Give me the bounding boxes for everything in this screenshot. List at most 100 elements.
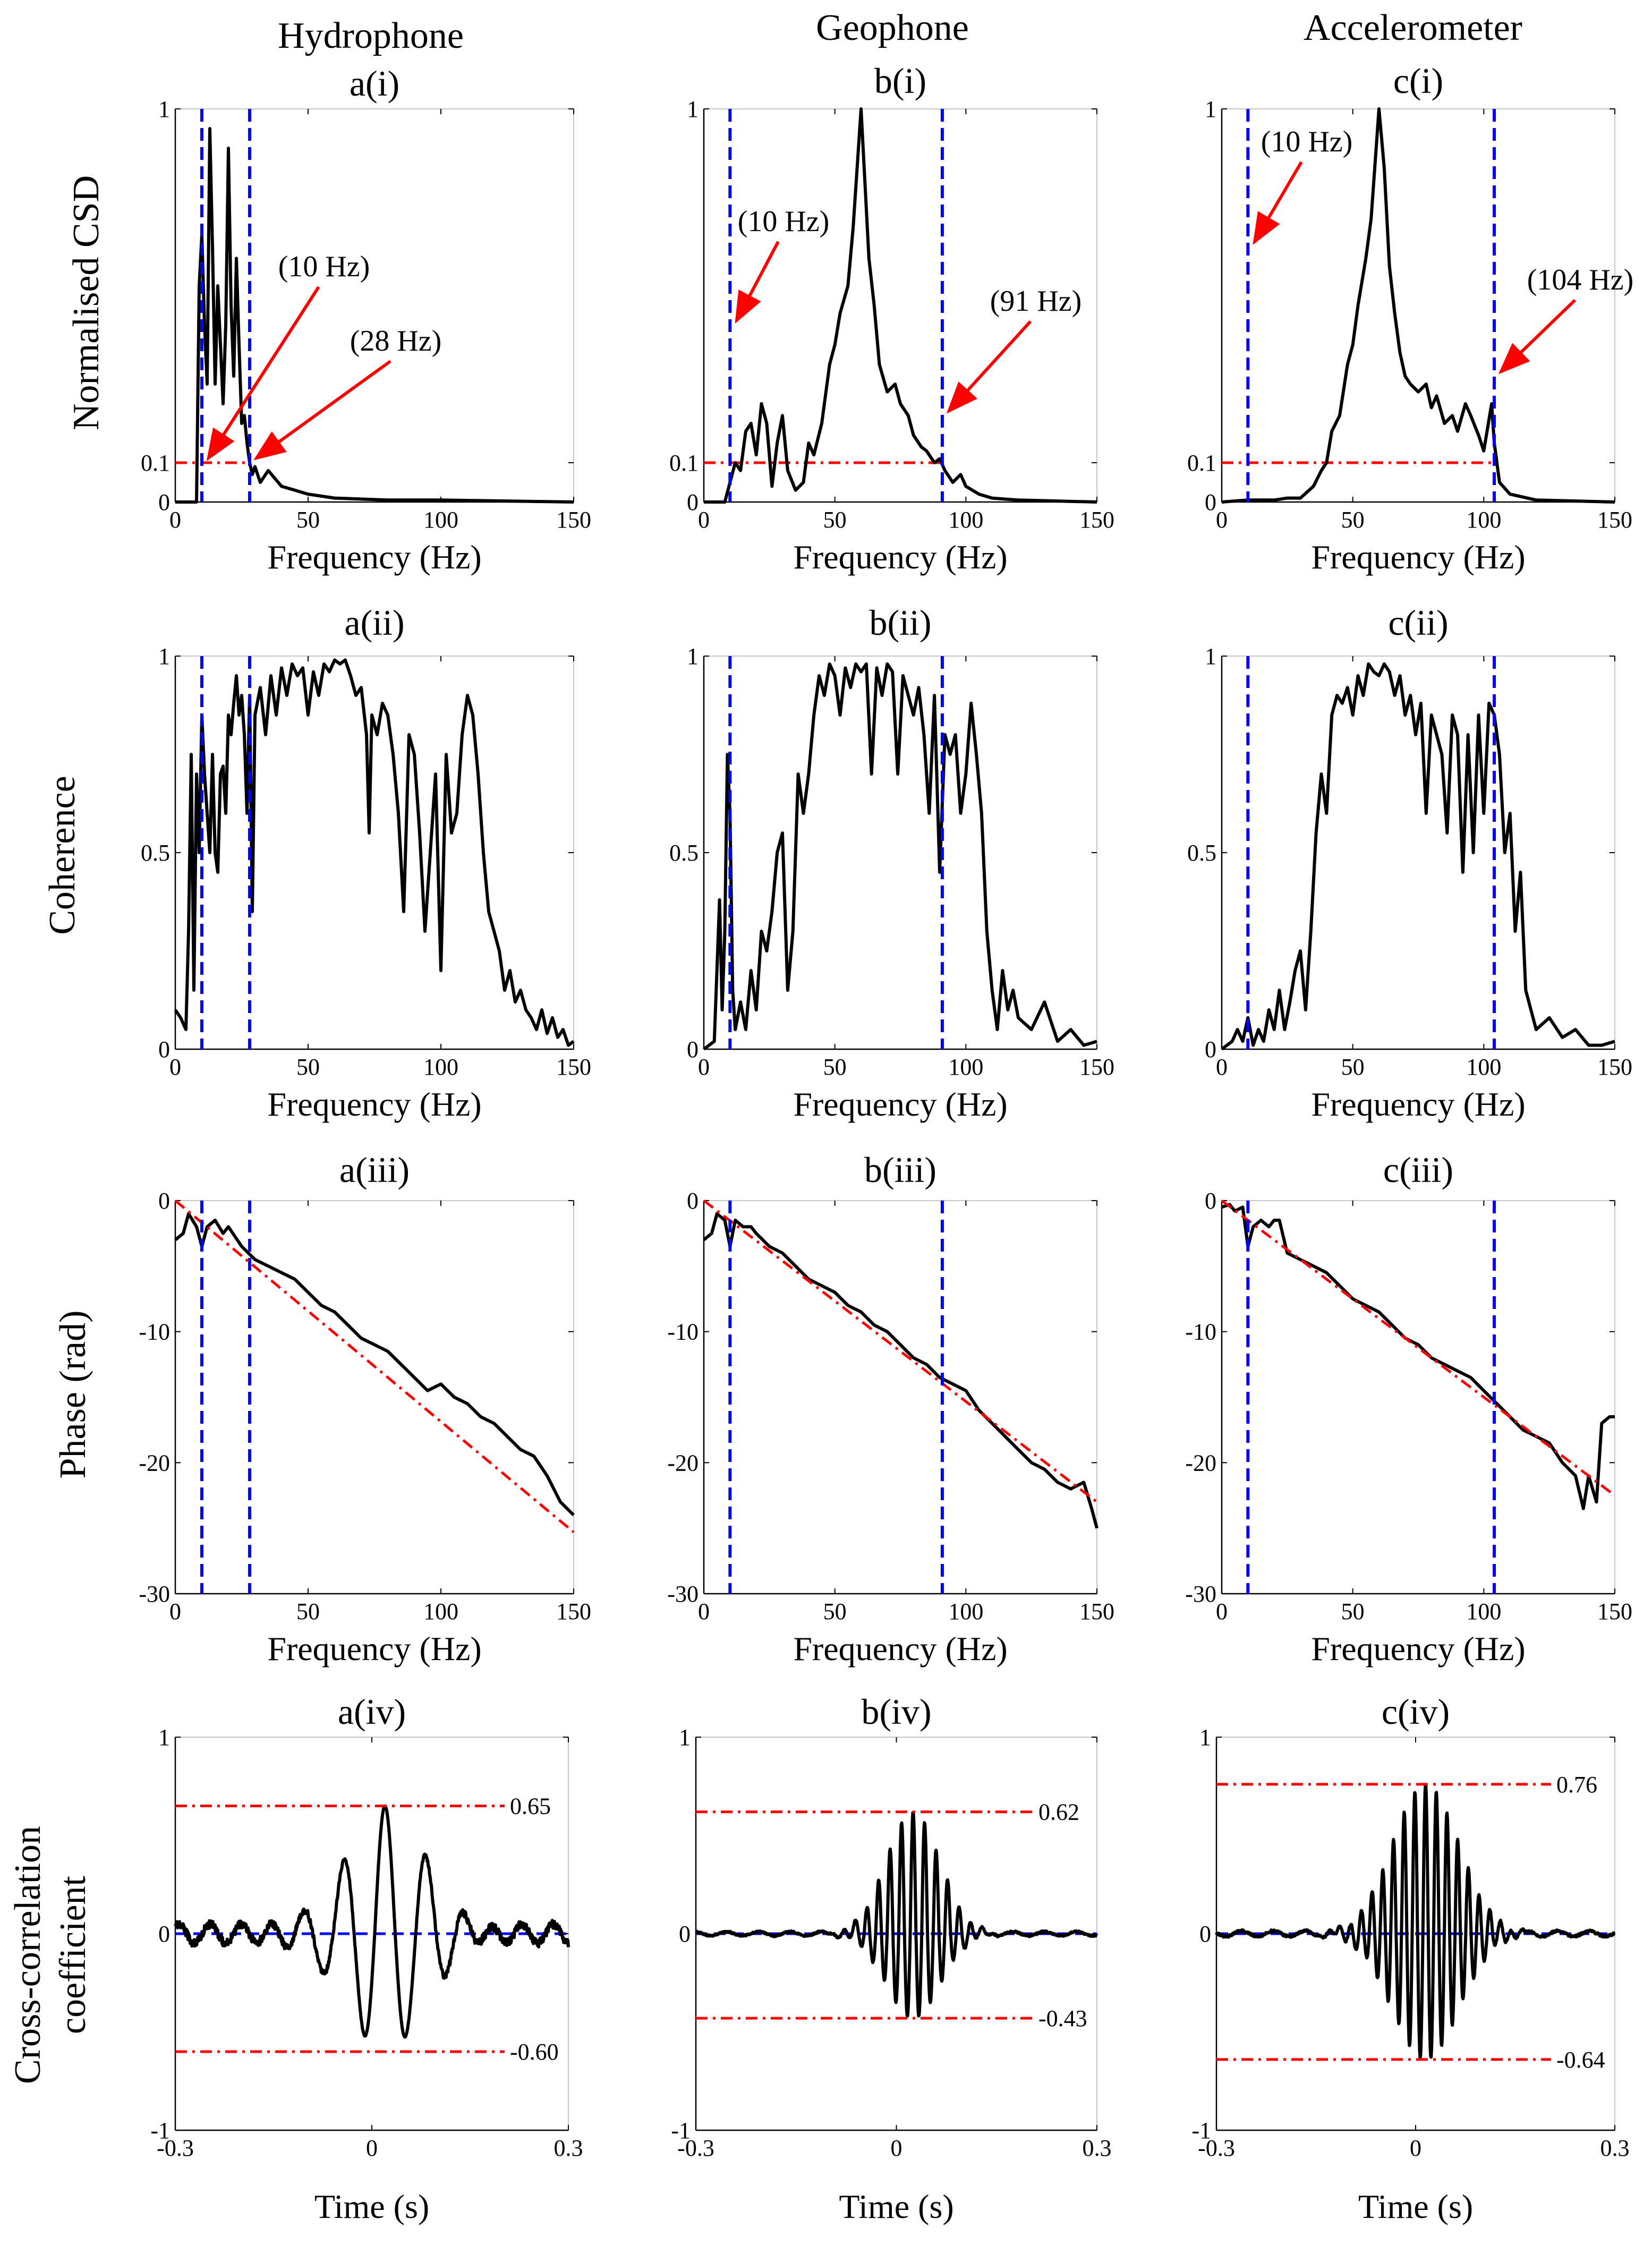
data-series-line xyxy=(174,1804,570,2039)
panel-a_i: a(i) 0 50 100 150 0 0.1 1 Frequency (Hz) (10 Hz) (… xyxy=(141,63,591,576)
y-tick-label: 0 xyxy=(687,489,699,515)
x-tick-label: 100 xyxy=(1466,507,1501,533)
x-tick-label: 0 xyxy=(1410,2135,1421,2161)
plot-frame xyxy=(1221,108,1615,503)
data-series-line xyxy=(1215,1784,1616,2059)
max-value-label: 0.65 xyxy=(510,1793,551,1819)
x-tick-label: 0 xyxy=(1216,1054,1228,1080)
y-tick-label: 1 xyxy=(679,1724,691,1750)
y-tick-label: -1 xyxy=(150,2118,170,2144)
y-tick-label: -30 xyxy=(139,1581,170,1607)
x-tick-label: 100 xyxy=(423,1598,458,1625)
plot-frame xyxy=(703,1200,1097,1594)
x-tick-label: 50 xyxy=(296,1598,320,1625)
x-tick-label: 0.3 xyxy=(1600,2135,1630,2161)
column-title-geophone: Geophone xyxy=(816,7,969,48)
panel-title: b(iv) xyxy=(861,1691,931,1732)
annotation-label: (10 Hz) xyxy=(738,205,830,238)
data-series-line xyxy=(694,1811,1099,2018)
x-tick-label: 100 xyxy=(1466,1598,1501,1625)
y-tick-label: 0 xyxy=(158,1921,170,1947)
annotation-label: (28 Hz) xyxy=(350,325,442,358)
x-tick-label: -0.3 xyxy=(157,2135,194,2161)
y-tick-label: 0.5 xyxy=(1187,840,1216,866)
x-axis-label: Frequency (Hz) xyxy=(1311,538,1525,576)
x-tick-label: 0 xyxy=(698,507,710,533)
y-tick-label: -30 xyxy=(1185,1581,1216,1607)
plot-frame xyxy=(175,1200,574,1594)
x-tick-label: 0.3 xyxy=(554,2135,583,2161)
y-tick-label: -20 xyxy=(139,1450,170,1476)
panel-c_i: c(i) 0 50 100 150 0 0.1 1 Frequency (Hz) (10 Hz) (… xyxy=(1187,61,1633,576)
row-label-xcorr-line1: Cross-correlation xyxy=(7,1826,48,2084)
annotation-arrow xyxy=(1498,299,1577,375)
y-tick-label: -20 xyxy=(1185,1450,1216,1476)
x-tick-label: -0.3 xyxy=(677,2135,714,2161)
annotation-label: (104 Hz) xyxy=(1527,263,1634,296)
data-series-line xyxy=(1221,662,1615,1051)
min-value-label: -0.60 xyxy=(510,2039,559,2065)
row-label-phase: Phase (rad) xyxy=(53,1311,93,1479)
x-tick-label: 0 xyxy=(169,1598,181,1625)
panel-title: b(iii) xyxy=(864,1150,936,1190)
panel-b_iii: b(iii) 0 50 100 150 -30 -20 -10 0 Frequency (Hz) xyxy=(667,1150,1114,1668)
x-tick-label: 150 xyxy=(556,1054,591,1080)
y-tick-label: 1 xyxy=(158,643,170,669)
x-tick-label: 150 xyxy=(1597,507,1632,533)
y-tick-label: 1 xyxy=(158,1724,170,1750)
y-tick-label: 0 xyxy=(687,1036,699,1062)
x-tick-label: 100 xyxy=(948,507,983,533)
y-tick-label: -20 xyxy=(667,1450,699,1476)
x-tick-label: 150 xyxy=(556,1598,591,1625)
data-series-line xyxy=(174,658,575,1047)
x-axis-label: Frequency (Hz) xyxy=(267,1630,481,1668)
annotation-arrow xyxy=(735,241,780,324)
y-tick-label: 1 xyxy=(687,643,699,669)
x-tick-label: 150 xyxy=(556,507,591,533)
x-tick-label: 0 xyxy=(698,1598,710,1625)
panel-c_ii: c(ii) 0 50 100 150 0 0.5 1 Frequency (Hz) xyxy=(1187,602,1632,1123)
annotation-arrow xyxy=(206,286,320,462)
panel-b_ii: b(ii) 0 50 100 150 0 0.5 1 Frequency (Hz) xyxy=(669,602,1114,1123)
y-tick-label: 0 xyxy=(158,1188,170,1214)
panel-title: c(iii) xyxy=(1383,1150,1453,1190)
data-series-line xyxy=(174,1212,575,1517)
x-axis-label: Frequency (Hz) xyxy=(793,1085,1007,1123)
x-tick-label: 0 xyxy=(169,507,181,533)
data-series-line xyxy=(1221,1203,1615,1510)
x-tick-label: 150 xyxy=(1597,1054,1632,1080)
y-tick-label: 0 xyxy=(1205,1188,1216,1214)
y-tick-label: 0 xyxy=(1205,1036,1216,1062)
annotation-arrow xyxy=(253,360,391,461)
x-axis-label: Time (s) xyxy=(314,2188,429,2225)
plot-frame xyxy=(1221,1200,1615,1594)
x-axis-label: Frequency (Hz) xyxy=(267,538,481,576)
x-axis-label: Frequency (Hz) xyxy=(1311,1085,1525,1123)
max-value-label: 0.76 xyxy=(1556,1772,1597,1798)
x-tick-label: 100 xyxy=(948,1054,983,1080)
y-tick-label: 0.5 xyxy=(141,840,170,866)
y-tick-label: -1 xyxy=(1191,2118,1211,2144)
y-tick-label: 0.1 xyxy=(141,450,170,476)
x-tick-label: -0.3 xyxy=(1198,2135,1235,2161)
y-tick-label: 0 xyxy=(158,489,170,515)
y-tick-label: 0 xyxy=(158,1036,170,1062)
x-tick-label: 50 xyxy=(296,507,320,533)
y-tick-label: -10 xyxy=(667,1319,699,1345)
data-series-line xyxy=(1221,107,1615,504)
x-tick-label: 150 xyxy=(1079,507,1114,533)
x-tick-label: 0 xyxy=(1216,507,1228,533)
x-tick-label: 50 xyxy=(1341,507,1365,533)
y-tick-label: -10 xyxy=(1185,1319,1216,1345)
y-tick-label: -10 xyxy=(139,1319,170,1345)
x-axis-label: Frequency (Hz) xyxy=(793,538,1007,576)
x-axis-label: Time (s) xyxy=(1358,2188,1473,2225)
panel-c_iv: c(iv) -0.3 0 0.3 -1 0 1 Time (s) 0.76 -0.64 xyxy=(1191,1691,1629,2225)
y-tick-label: 0 xyxy=(679,1921,691,1947)
panel-a_iv: a(iv) -0.3 0 0.3 -1 0 1 Time (s) 0.65 -0.60 xyxy=(150,1691,583,2225)
x-tick-label: 50 xyxy=(1341,1598,1365,1625)
min-value-label: -0.43 xyxy=(1038,2005,1087,2031)
panel-title: b(i) xyxy=(874,61,926,101)
y-tick-label: 1 xyxy=(687,96,699,122)
